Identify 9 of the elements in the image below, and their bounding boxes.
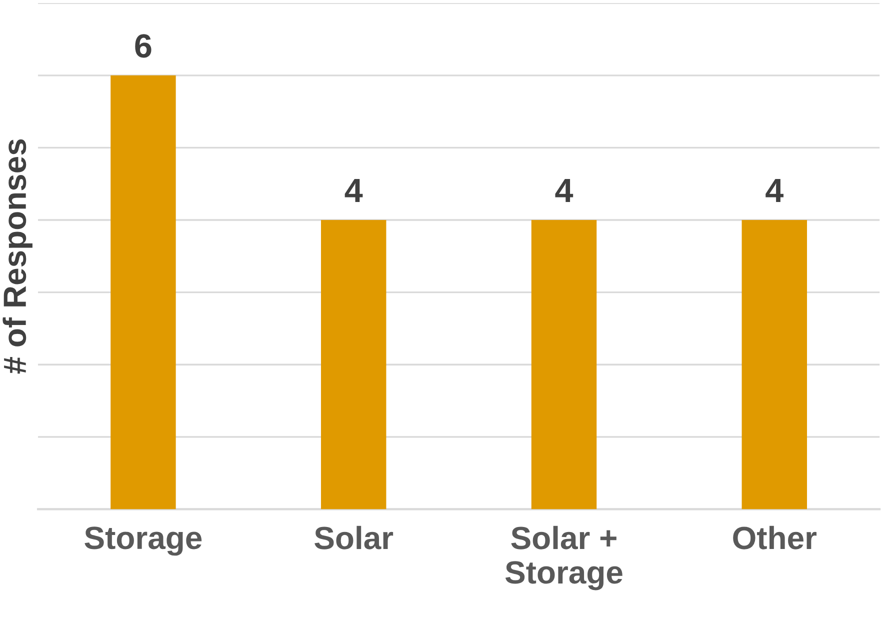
x-tick-label: Solar + Storage xyxy=(505,526,622,590)
data-label: 4 xyxy=(344,179,363,202)
data-label: 6 xyxy=(135,34,152,58)
x-tick-label: Solar xyxy=(314,526,394,550)
data-label: 4 xyxy=(766,179,784,202)
y-axis-title: # of Responses xyxy=(2,139,32,374)
data-label: 4 xyxy=(555,179,574,202)
x-tick-label: Storage xyxy=(84,526,202,556)
x-tick-label: Other xyxy=(733,526,816,550)
